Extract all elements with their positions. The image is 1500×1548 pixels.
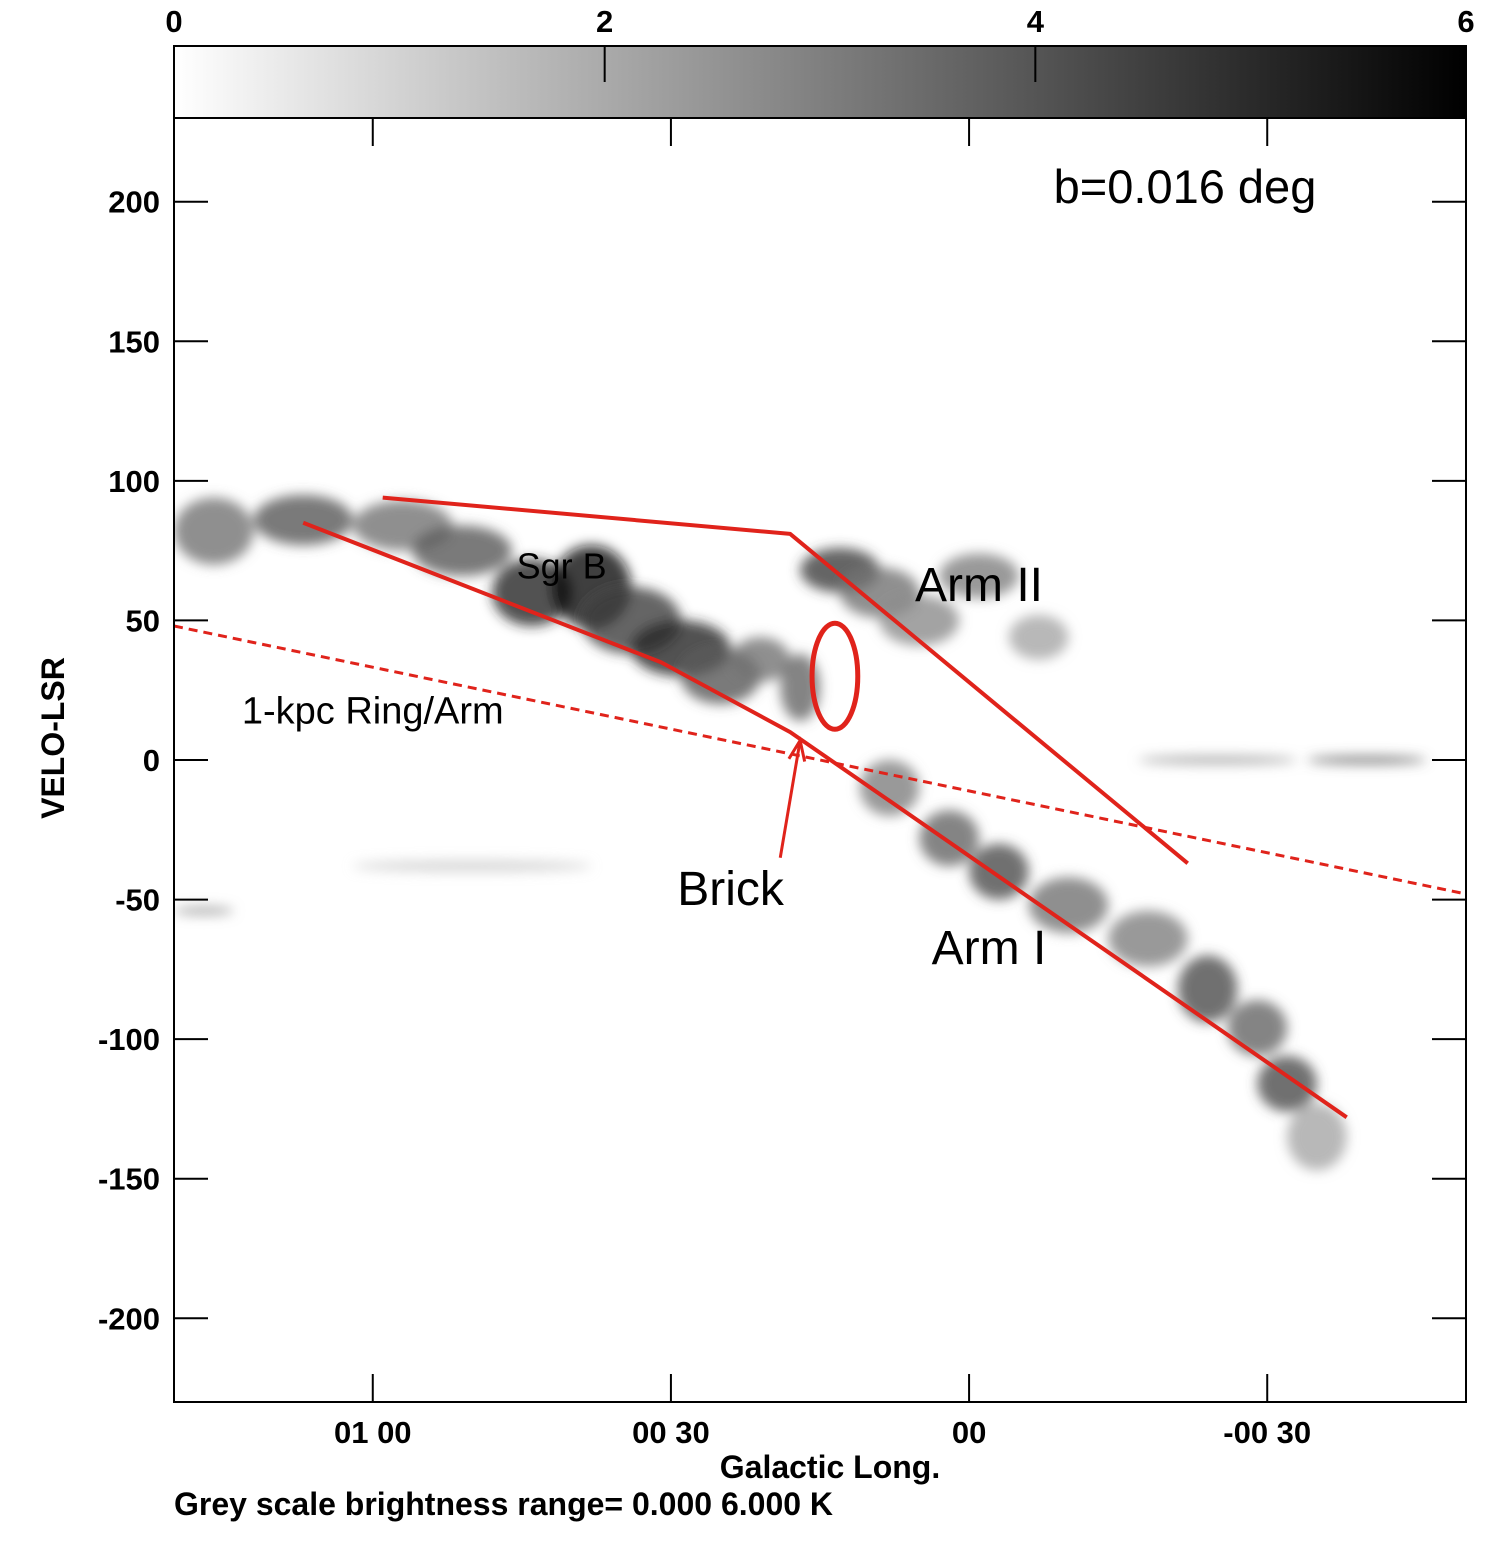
x-tick-label: -00 30 — [1223, 1415, 1311, 1450]
y-tick-label: 200 — [108, 185, 160, 220]
emission-feature — [1177, 955, 1238, 1023]
x-tick-label: 00 — [952, 1415, 986, 1450]
annotation-sgr-b: Sgr B — [517, 546, 607, 587]
emission-feature — [492, 559, 572, 627]
x-tick-label: 01 00 — [334, 1415, 412, 1450]
arm-ii-line — [382, 495, 1189, 865]
annotation-1-kpc-ring-arm: 1-kpc Ring/Arm — [242, 691, 504, 733]
colorbar-tick-label: 2 — [596, 4, 613, 39]
emission-feature — [939, 553, 1019, 599]
y-tick-label: 50 — [126, 603, 160, 638]
x-tick-label: 00 30 — [632, 1415, 710, 1450]
y-tick-label: -150 — [98, 1162, 160, 1197]
emission-feature — [879, 595, 960, 646]
x-axis-title: Galactic Long. — [720, 1449, 940, 1485]
annotation-arm-i: Arm I — [932, 922, 1047, 975]
brick-arrow-head — [787, 736, 807, 762]
x-axis-ticks: 01 00 00 30 00 -00 30 — [334, 118, 1311, 1450]
emission-feature — [174, 906, 234, 915]
emission-feature — [174, 497, 254, 565]
brick-arrow-shaft — [778, 740, 802, 858]
emission-feature — [1138, 755, 1298, 765]
emission-feature — [412, 525, 512, 576]
colorbar-tick-label: 4 — [1027, 4, 1045, 39]
colorbar-ticks: 0 2 4 6 — [165, 4, 1475, 82]
annotation-arm-ii: Arm II — [915, 559, 1043, 612]
emission-feature — [1257, 1055, 1317, 1112]
emission-feature — [1287, 1103, 1347, 1171]
emission-feature — [1028, 877, 1109, 934]
colorbar-tick-label: 0 — [165, 4, 182, 39]
plot-area: 01 00 00 30 00 -00 30 200 150 100 50 0 -50 -100 -1… — [98, 117, 1467, 1450]
footer-note: Grey scale brightness range= 0.000 6.000… — [174, 1486, 833, 1522]
emission-feature — [1306, 755, 1427, 765]
panel-label: b=0.016 deg — [1054, 160, 1317, 213]
brick-ellipse — [809, 620, 861, 732]
y-tick-label: 150 — [108, 324, 160, 359]
annotation-brick: Brick — [677, 863, 785, 916]
arm-i-line — [302, 520, 1348, 1119]
y-axis-title: VELO-LSR — [35, 657, 71, 819]
y-tick-label: -100 — [98, 1022, 160, 1057]
y-tick-label: 0 — [143, 743, 160, 778]
emission-feature — [1008, 614, 1069, 660]
y-tick-label: 100 — [108, 464, 160, 499]
colorbar: 0 2 4 6 — [165, 4, 1475, 119]
emission-feature — [352, 860, 592, 872]
annotations: Sgr B Arm II 1-kpc Ring/Arm Brick Arm I — [242, 546, 1046, 975]
emission-feature — [730, 637, 791, 682]
colorbar-gradient — [173, 45, 1467, 119]
emission-feature — [1227, 1000, 1288, 1056]
y-axis-ticks: 200 150 100 50 0 -50 -100 -150 -200 — [98, 185, 1466, 1336]
colorbar-tick-label: 6 — [1457, 4, 1474, 39]
arm-overlays — [174, 495, 1466, 1119]
emission-feature — [859, 760, 920, 816]
emission-map — [174, 494, 1427, 1171]
y-tick-label: -50 — [115, 883, 160, 918]
y-tick-label: -200 — [98, 1301, 160, 1336]
emission-feature — [1108, 910, 1188, 967]
1-kpc-ring-arm-line — [174, 624, 1466, 896]
